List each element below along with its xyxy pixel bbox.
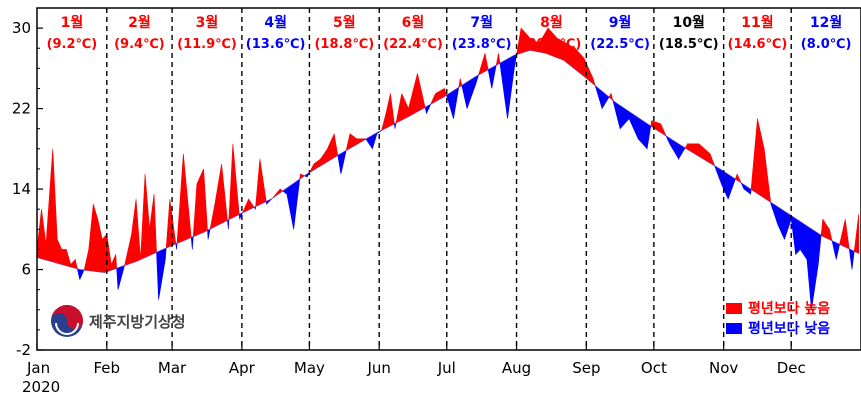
month-avg-temp: (22.4℃)	[383, 37, 443, 52]
month-avg-temp: (23.8℃)	[452, 37, 512, 52]
month-avg-temp: (9.4℃)	[114, 37, 165, 52]
emblem-white-arc	[55, 322, 79, 335]
normal-line	[37, 49, 859, 273]
month-label: 7월	[470, 14, 493, 31]
y-tick-label: 6	[21, 261, 31, 279]
month-label: 11월	[741, 14, 773, 31]
legend-swatch	[726, 323, 742, 334]
month-label: 3월	[196, 14, 219, 31]
month-label: 1월	[61, 14, 84, 31]
x-tick-label: Apr	[229, 359, 256, 377]
month-avg-temp: (29.4℃)	[522, 37, 582, 52]
logo-text: 제주지방기상청	[89, 313, 186, 331]
x-tick-label: Jun	[366, 359, 390, 377]
emblem-red-part	[51, 305, 83, 329]
x-tick-label: Feb	[94, 359, 121, 377]
legend-swatch	[726, 303, 742, 314]
y-tick-label: 22	[12, 100, 31, 118]
year-label: 2020	[22, 378, 60, 396]
x-tick-label: Dec	[777, 359, 806, 377]
x-tick-label: Mar	[158, 359, 187, 377]
month-label: 12월	[810, 14, 842, 31]
month-label: 4월	[264, 14, 287, 31]
x-tick-label: Sep	[572, 359, 600, 377]
month-avg-temp: (18.8℃)	[314, 37, 374, 52]
legend-label: 평년보다 높음	[748, 300, 830, 317]
x-tick-label: Oct	[641, 359, 667, 377]
month-label: 10월	[673, 14, 705, 31]
x-tick-label: Jul	[437, 359, 456, 377]
x-tick-label: May	[294, 359, 325, 377]
x-tick-label: Nov	[709, 359, 738, 377]
month-label: 6월	[402, 14, 425, 31]
month-dividers	[106, 8, 792, 350]
axes: -2 6 14 22 30 Jan Feb Mar Apr May Jun Jul Aug Sep Oct N…	[12, 7, 861, 396]
logo: 제주지방기상청	[51, 305, 186, 337]
month-label: 5월	[333, 14, 356, 31]
month-label: 9월	[609, 14, 632, 31]
plot-area	[37, 27, 860, 310]
month-labels: 1월 (9.2℃) 2월 (9.4℃) 3월 (11.9℃) 4월 (13.6℃) 5월 (18.…	[47, 14, 852, 52]
y-tick-label: 30	[12, 19, 31, 37]
month-avg-temp: (14.6℃)	[728, 37, 788, 52]
legend-label: 평년보다 낮음	[748, 320, 830, 337]
x-tick-label: Jan	[26, 359, 50, 377]
month-label: 8월	[540, 14, 563, 31]
y-tick-label: 14	[12, 180, 31, 198]
month-avg-temp: (13.6℃)	[246, 37, 306, 52]
y-tick-label: -2	[16, 341, 31, 359]
month-label: 2월	[128, 14, 151, 31]
plot-frame	[36, 7, 861, 351]
month-avg-temp: (22.5℃)	[590, 37, 650, 52]
x-tick-label: Aug	[502, 359, 531, 377]
month-avg-temp: (18.5℃)	[659, 37, 719, 52]
month-avg-temp: (8.0℃)	[801, 37, 852, 52]
month-avg-temp: (9.2℃)	[47, 37, 98, 52]
month-avg-temp: (11.9℃)	[177, 37, 237, 52]
